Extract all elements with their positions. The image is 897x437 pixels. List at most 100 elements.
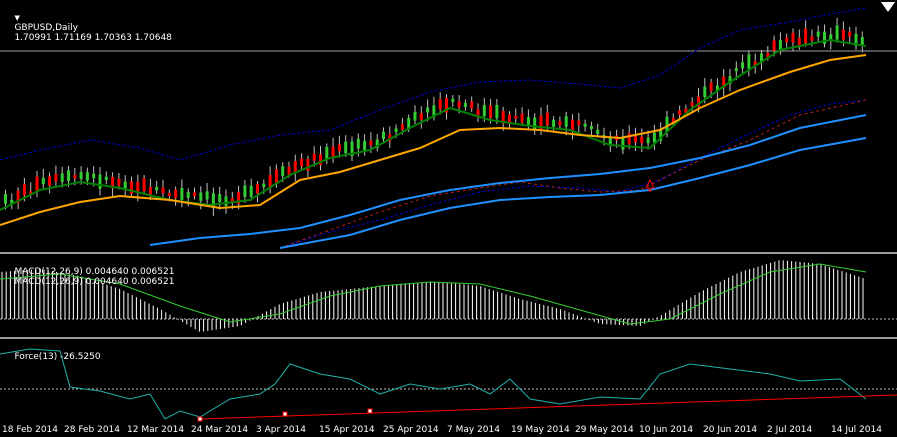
candle-body [476, 109, 480, 116]
candle-body [262, 183, 266, 188]
candle-body [256, 184, 259, 194]
candle-body [426, 107, 430, 113]
candle-body [54, 174, 58, 182]
candle-body [117, 178, 121, 186]
time-axis-label: 15 Apr 2014 [319, 425, 375, 435]
candle-body [249, 185, 253, 197]
pane-separator[interactable] [0, 252, 897, 254]
candle-body [35, 176, 39, 191]
candle-body [363, 140, 367, 151]
candle-body [709, 82, 713, 92]
mid-ma-line [0, 38, 867, 211]
menu-arrow-icon[interactable]: ▼ [14, 14, 20, 22]
candle-body [369, 140, 373, 146]
candle-body [785, 37, 789, 43]
candle-body [67, 170, 70, 182]
force-trend-line [199, 394, 897, 420]
ohlc-values: 1.70991 1.71169 1.70363 1.70648 [14, 33, 172, 43]
candle-body [319, 154, 322, 166]
candle-body [174, 189, 178, 199]
candle-body [394, 128, 398, 132]
candle-body [804, 28, 808, 44]
candle-body [665, 116, 669, 132]
candle-body [325, 146, 329, 160]
candle-body [167, 192, 171, 196]
price-chart-canvas[interactable] [0, 0, 897, 252]
candle-body [652, 132, 656, 143]
candle-body [186, 191, 190, 199]
candle-body [508, 114, 511, 123]
candle-body [596, 129, 600, 135]
time-axis-label: 18 Feb 2014 [2, 425, 59, 435]
candle-body [678, 110, 682, 116]
candle-body [552, 119, 556, 127]
time-axis-label: 12 Mar 2014 [127, 425, 185, 435]
candle-body [482, 105, 486, 117]
pane-separator[interactable] [0, 337, 897, 339]
chart-title: ▼ GBPUSD,Daily 1.70991 1.71169 1.70363 1… [3, 3, 172, 53]
candle-body [772, 40, 776, 51]
candle-body [22, 184, 26, 196]
candle-body [60, 173, 64, 183]
candle-body [571, 119, 574, 132]
candle-body [331, 146, 335, 159]
force-pane[interactable]: Force(13) -26.5250 [0, 339, 897, 423]
candle-body [848, 31, 852, 37]
candle-body [684, 108, 688, 113]
candle-body [237, 191, 241, 204]
candle-body [747, 54, 751, 69]
time-axis-label: 2 Jul 2014 [767, 425, 813, 435]
time-axis-label: 19 May 2014 [511, 425, 570, 435]
candle-body [400, 124, 404, 131]
time-axis-label: 14 Jul 2014 [831, 425, 882, 435]
candle-body [634, 136, 637, 143]
candle-body [73, 174, 77, 179]
candle-body [640, 136, 644, 144]
candle-body [274, 169, 278, 183]
candle-body [104, 176, 108, 180]
time-axis: 18 Feb 2014 28 Feb 2014 12 Mar 2014 24 M… [0, 423, 897, 437]
candle-body [589, 126, 593, 130]
candle-body [495, 104, 499, 119]
candle-body [407, 118, 411, 129]
psar-line [279, 99, 867, 249]
candle-body [85, 172, 89, 181]
candle-body [734, 68, 738, 72]
candle-body [92, 173, 96, 179]
candle-body [130, 181, 133, 194]
candle-body [155, 186, 159, 191]
candle-body [564, 116, 568, 127]
force-index-line [0, 348, 867, 420]
candle-body [627, 133, 631, 145]
candle-body [98, 174, 102, 189]
candle-body [419, 113, 423, 120]
candle-body [48, 176, 52, 186]
candle-body [659, 128, 663, 141]
candle-body [180, 188, 184, 200]
candle-body [199, 192, 203, 201]
candle-body [778, 40, 782, 50]
trend-anchor-point [197, 416, 203, 422]
candle-body [835, 25, 839, 40]
candle-body [715, 85, 719, 91]
candle-body [306, 158, 310, 171]
candle-body [608, 138, 612, 145]
candle-body [111, 176, 115, 189]
time-axis-label: 7 May 2014 [447, 425, 500, 435]
candle-body [287, 166, 291, 175]
slow-ma-line [149, 114, 867, 246]
candle-body [161, 187, 165, 194]
price-chart-pane[interactable]: ▼ GBPUSD,Daily 1.70991 1.71169 1.70363 1… [0, 0, 897, 252]
lower-envelope-line [279, 99, 867, 249]
candle-body [293, 161, 297, 173]
macd-pane[interactable]: MACD(12,26,9) 0.004640 0.006521 MACD(12,… [0, 254, 897, 337]
candle-body [142, 178, 146, 192]
candle-body [545, 112, 549, 126]
candle-body [760, 53, 763, 63]
candle-body [375, 139, 379, 148]
macd-title-secondary: MACD(12,26,9) 0.004640 0.006521 [14, 277, 175, 287]
macd-title-primary: MACD(12,26,9) 0.004640 0.006521 [14, 267, 175, 277]
candle-body [860, 36, 864, 47]
candle-body [281, 166, 285, 177]
candle-body [533, 117, 537, 131]
